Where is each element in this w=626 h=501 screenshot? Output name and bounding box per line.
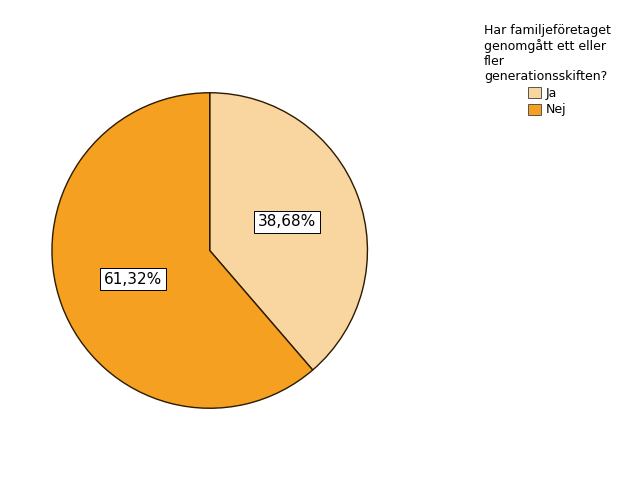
Wedge shape	[52, 93, 313, 408]
Wedge shape	[210, 93, 367, 370]
Text: 61,32%: 61,32%	[104, 272, 162, 287]
Text: 38,68%: 38,68%	[257, 214, 316, 229]
Legend: Ja, Nej: Ja, Nej	[481, 21, 613, 119]
